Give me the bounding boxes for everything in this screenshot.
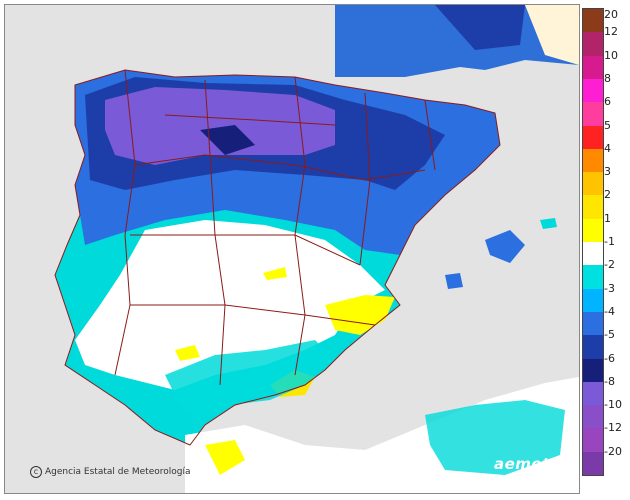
- color-legend: [582, 8, 604, 476]
- legend-label: 20: [604, 8, 618, 21]
- southeast-warm: [325, 295, 395, 335]
- credit-text: c Agencia Estatal de Meteorología: [30, 466, 191, 478]
- legend-label: 3: [604, 165, 611, 179]
- africa-warm-patch: [205, 440, 245, 475]
- legend-swatch: [583, 172, 603, 196]
- legend-swatch: [583, 55, 603, 80]
- legend-label: -8: [604, 374, 615, 388]
- legend-swatch: [583, 381, 603, 406]
- legend-label: 5: [604, 118, 611, 132]
- cold-spot: [200, 125, 255, 155]
- legend-swatch: [583, 428, 603, 453]
- legend-swatch: [583, 125, 603, 150]
- africa-cyan-patch: [425, 400, 565, 475]
- legend-swatch: [583, 9, 603, 33]
- mallorca: [485, 230, 525, 263]
- legend-swatch: [583, 242, 603, 266]
- legend-label: -3: [604, 281, 615, 295]
- region-borders: [54, 69, 501, 446]
- legend-label: -1: [604, 235, 615, 248]
- north-purple-core: [105, 87, 335, 165]
- south-cyan: [165, 340, 335, 420]
- legend-swatch: [583, 358, 603, 383]
- credit-label: Agencia Estatal de Meteorología: [45, 467, 191, 477]
- legend-swatch: [583, 102, 603, 126]
- legend-label: -20: [604, 444, 622, 458]
- map-canvas: [5, 5, 579, 493]
- east-france-warm: [525, 5, 579, 65]
- legend-swatch: [583, 451, 603, 476]
- menorca: [540, 218, 557, 229]
- legend-label: 4: [604, 141, 611, 155]
- legend-swatch: [583, 265, 603, 290]
- legend-label: -5: [604, 328, 615, 342]
- legend-label: -10: [604, 398, 622, 412]
- legend-swatch: [583, 32, 603, 57]
- legend-swatch: [583, 148, 603, 173]
- legend-swatch: [583, 78, 603, 103]
- legend-swatch: [583, 335, 603, 359]
- pyrenees-north-cold: [435, 5, 525, 50]
- legend-swatch: [583, 218, 603, 243]
- legend-label: 1: [604, 211, 611, 225]
- legend-label: -12: [604, 421, 622, 435]
- legend-swatch: [583, 405, 603, 429]
- warm-spot-1: [175, 345, 200, 361]
- copyright-icon: c: [30, 466, 42, 478]
- legend-label: 12: [604, 25, 618, 39]
- legend-swatch: [583, 195, 603, 220]
- legend-label: 6: [604, 95, 611, 109]
- aemet-watermark: aemet: [494, 455, 550, 473]
- temperature-anomaly-map: [4, 4, 580, 494]
- legend-label: 10: [604, 48, 618, 62]
- legend-swatch: [583, 311, 603, 336]
- legend-label: -2: [604, 258, 615, 272]
- legend-label: -6: [604, 351, 615, 365]
- legend-swatch: [583, 288, 603, 313]
- legend-label: 2: [604, 188, 611, 202]
- legend-label: 8: [604, 71, 611, 85]
- warm-spot-2: [263, 267, 287, 280]
- ibiza: [445, 273, 463, 289]
- legend-label: -4: [604, 304, 615, 318]
